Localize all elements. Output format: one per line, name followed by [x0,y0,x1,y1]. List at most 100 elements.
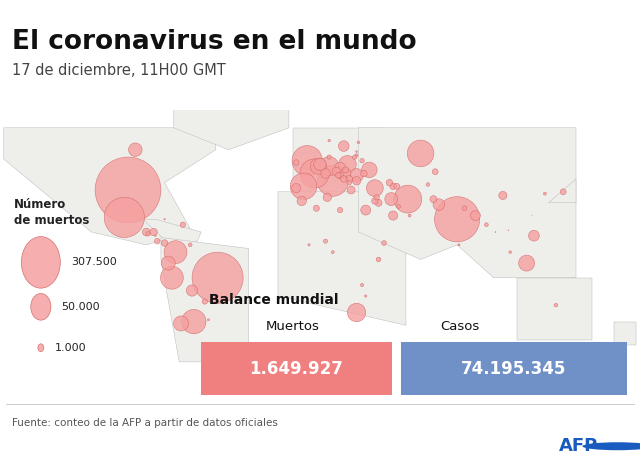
Circle shape [150,228,157,236]
Circle shape [462,206,467,211]
Circle shape [146,232,150,236]
Circle shape [161,256,175,270]
Circle shape [355,154,358,157]
Circle shape [543,192,547,195]
Circle shape [394,185,422,213]
Circle shape [129,143,142,156]
Text: 17 de diciembre, 11H00 GMT: 17 de diciembre, 11H00 GMT [12,63,225,78]
Circle shape [95,157,161,223]
Circle shape [361,205,371,215]
Text: 1.649.927: 1.649.927 [250,360,344,378]
Circle shape [21,236,60,288]
Circle shape [143,228,150,236]
Circle shape [202,299,207,304]
Circle shape [470,211,481,220]
Circle shape [529,230,540,241]
Text: El coronavirus en el mundo: El coronavirus en el mundo [12,29,416,55]
Circle shape [362,162,377,177]
Circle shape [356,151,357,153]
Text: Fuente: conteo de la AFP a partir de datos oficiales: Fuente: conteo de la AFP a partir de dat… [12,418,277,428]
Circle shape [173,316,189,331]
Circle shape [207,319,209,321]
Circle shape [375,199,382,206]
Circle shape [560,189,566,195]
Circle shape [432,169,438,175]
Circle shape [31,293,51,320]
Circle shape [332,251,334,254]
Circle shape [339,141,349,151]
Circle shape [426,183,429,186]
FancyBboxPatch shape [201,342,392,395]
Circle shape [319,157,339,176]
Circle shape [348,303,366,322]
Circle shape [458,244,460,246]
Circle shape [337,207,343,213]
Circle shape [104,197,145,238]
Circle shape [394,183,400,189]
Text: 74.195.345: 74.195.345 [461,360,567,378]
Polygon shape [548,179,576,203]
Circle shape [385,193,398,205]
Polygon shape [173,108,289,150]
Text: Número
de muertos: Número de muertos [14,198,90,227]
Circle shape [484,223,488,227]
Circle shape [360,159,364,163]
Circle shape [554,303,557,307]
Circle shape [161,240,168,246]
Circle shape [408,214,411,217]
Polygon shape [4,128,216,245]
Circle shape [340,168,351,179]
Circle shape [192,252,243,303]
Circle shape [154,238,160,244]
Circle shape [390,183,396,190]
Circle shape [339,155,356,173]
Circle shape [495,232,496,233]
Polygon shape [296,154,314,168]
Circle shape [367,180,383,197]
Circle shape [499,191,507,199]
Circle shape [314,205,319,211]
Circle shape [388,211,397,220]
Polygon shape [143,219,201,245]
Circle shape [353,176,361,185]
Circle shape [188,243,192,247]
Circle shape [397,205,401,208]
Circle shape [582,442,640,450]
Text: Casos: Casos [440,320,479,333]
Circle shape [381,241,387,245]
Polygon shape [161,238,249,362]
Text: 307.500: 307.500 [71,257,117,267]
Text: Muertos: Muertos [266,320,320,333]
Circle shape [327,155,331,159]
Circle shape [321,169,330,178]
Polygon shape [278,192,406,325]
Circle shape [353,155,357,159]
Circle shape [365,295,367,297]
Circle shape [314,158,326,171]
Circle shape [346,176,353,183]
Circle shape [300,159,329,188]
Circle shape [347,180,351,185]
FancyBboxPatch shape [401,342,627,395]
Circle shape [386,179,393,186]
Circle shape [308,244,310,246]
Circle shape [292,146,323,176]
Circle shape [518,255,534,271]
Circle shape [294,160,299,165]
Circle shape [509,251,511,254]
Text: 1.000: 1.000 [54,343,86,353]
Polygon shape [292,128,384,194]
Circle shape [360,284,364,286]
Text: 50.000: 50.000 [61,302,100,312]
Circle shape [374,195,380,200]
Polygon shape [358,128,576,278]
Circle shape [347,186,355,194]
Circle shape [430,196,437,203]
Circle shape [407,140,434,167]
Circle shape [357,141,360,144]
Circle shape [360,170,367,177]
Circle shape [372,197,378,204]
Circle shape [332,167,341,176]
Circle shape [337,172,344,179]
Text: Balance mundial: Balance mundial [209,292,339,307]
